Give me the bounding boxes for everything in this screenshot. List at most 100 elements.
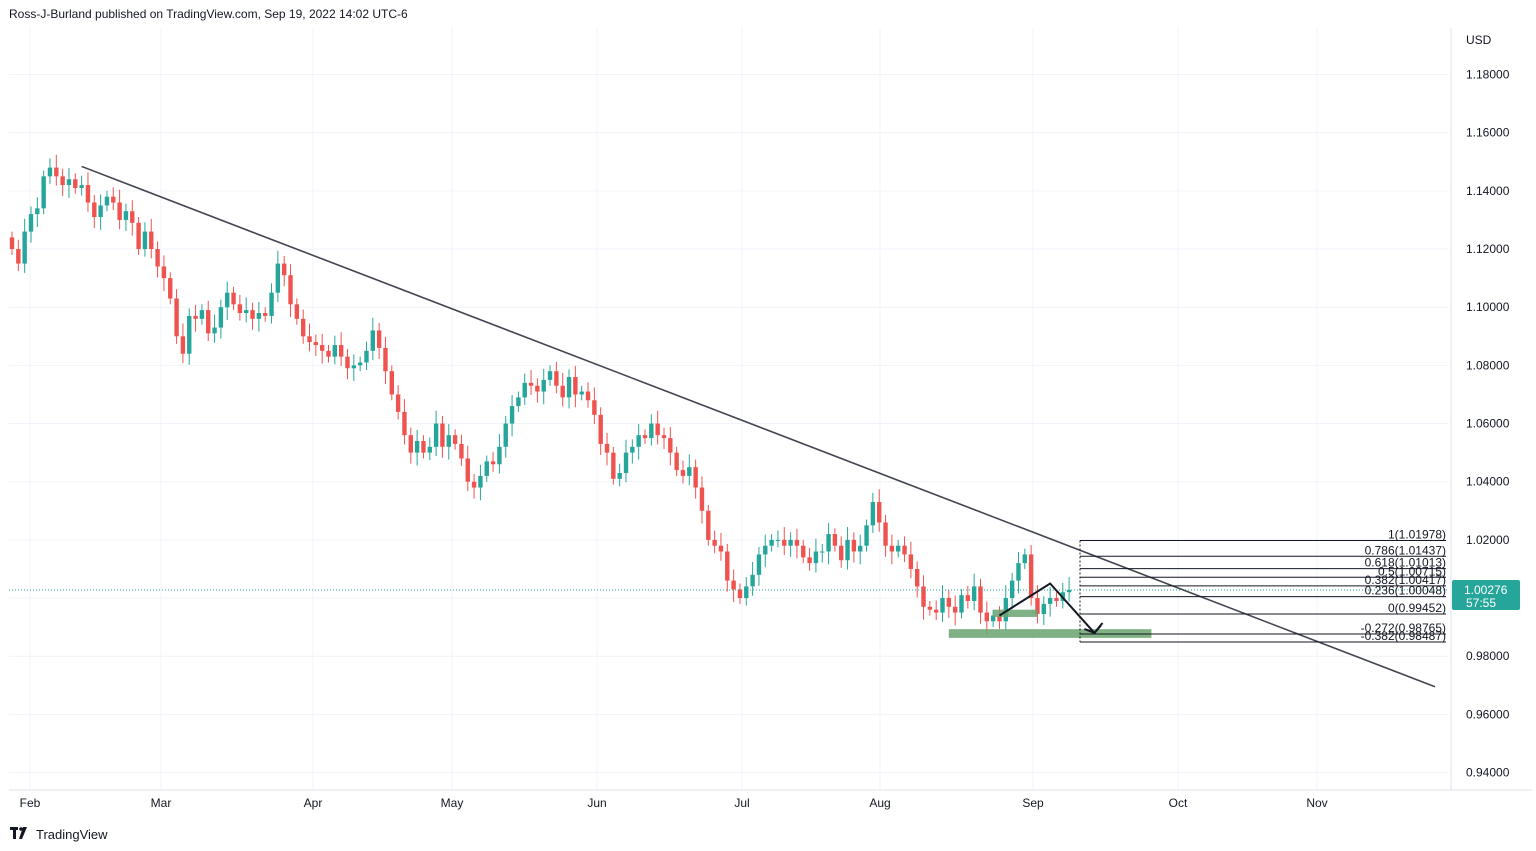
fib-level-label: 0(0.99452) <box>1388 601 1446 615</box>
y-tick-label: 1.04000 <box>1466 475 1510 489</box>
candle-body <box>883 522 888 546</box>
candle-body <box>490 461 496 465</box>
candle-body <box>313 342 319 346</box>
candle-body <box>123 211 129 220</box>
candle-body <box>155 249 160 267</box>
publish-info: Ross-J-Burland published on TradingView.… <box>9 7 408 21</box>
candle-body <box>161 266 167 279</box>
candle-body <box>585 391 591 401</box>
candle-body <box>630 446 635 453</box>
candle-body <box>440 423 445 447</box>
trendline <box>81 165 1436 688</box>
candle-body <box>642 435 648 439</box>
candle-body <box>427 446 432 453</box>
candle-body <box>699 487 705 511</box>
y-tick-label: 1.14000 <box>1466 184 1510 198</box>
candle-body <box>28 214 34 232</box>
x-tick-label: Jun <box>587 796 606 810</box>
candle-body <box>357 362 363 366</box>
candle-body <box>212 327 217 334</box>
candle-body <box>611 452 616 479</box>
candle-body <box>725 551 730 581</box>
candle-body <box>142 231 148 250</box>
candle-body <box>54 167 59 177</box>
candle-body <box>231 292 236 305</box>
candle-body <box>560 385 565 398</box>
candle-body <box>655 423 660 436</box>
last-price-badge <box>1452 580 1520 611</box>
candle-body <box>136 222 141 250</box>
candle-body <box>617 472 622 479</box>
candle-body <box>452 435 458 444</box>
candle-body <box>1003 598 1009 622</box>
tv-logo-icon <box>10 826 30 842</box>
candle-body <box>984 612 990 622</box>
bar-countdown: 57:55 <box>1466 596 1496 610</box>
target-zone <box>948 629 1152 638</box>
candle-body <box>737 589 743 599</box>
fib-level-label: 0.382(1.00417) <box>1365 573 1446 587</box>
candle-body <box>433 423 439 447</box>
y-tick-label: 1.10000 <box>1466 300 1510 314</box>
candle-body <box>484 461 489 476</box>
candle-body <box>965 595 971 601</box>
candle-body <box>503 423 508 447</box>
candle-body <box>408 435 413 453</box>
candle-body <box>364 350 369 363</box>
candle-body <box>978 586 983 613</box>
candle-body <box>680 470 686 476</box>
candle-body <box>218 307 224 328</box>
candle-body <box>782 539 787 546</box>
candle-body <box>275 263 281 293</box>
candle-body <box>877 502 882 523</box>
fib-level-label: 1(1.01978) <box>1388 528 1446 542</box>
y-tick-label: 0.98000 <box>1466 649 1510 663</box>
footer-brand[interactable]: TradingView <box>10 826 108 842</box>
candle-body <box>528 382 534 386</box>
candle-body <box>326 350 331 357</box>
candle-body <box>566 377 572 398</box>
candle-body <box>174 298 179 337</box>
candle-body <box>604 443 610 453</box>
candle-body <box>199 310 205 319</box>
candle-body <box>718 545 724 552</box>
candle-body <box>858 545 863 552</box>
projection-arrowhead <box>1084 622 1104 635</box>
candle-body <box>446 435 451 447</box>
candle-body <box>807 557 812 564</box>
candle-body <box>225 292 230 308</box>
candle-body <box>117 202 122 220</box>
candle-body <box>332 345 338 357</box>
candle-body <box>775 539 781 541</box>
candle-body <box>370 330 376 351</box>
candle-body <box>706 510 711 540</box>
candle-body <box>351 365 357 369</box>
candle-body <box>168 278 173 299</box>
candle-body <box>851 539 857 552</box>
candle-body <box>104 196 110 206</box>
y-tick-label: 0.94000 <box>1466 766 1510 780</box>
candle-body <box>554 371 559 386</box>
candle-body <box>661 435 667 439</box>
candle-body <box>788 539 793 546</box>
candle-body <box>130 211 135 223</box>
x-tick-label: Apr <box>304 796 323 810</box>
candle-body <box>516 397 521 407</box>
candle-body <box>180 336 186 354</box>
candle-body <box>1016 563 1021 581</box>
candle-body <box>845 539 850 561</box>
x-tick-label: Oct <box>1169 796 1188 810</box>
candle-body <box>250 310 255 319</box>
candle-body <box>535 385 540 392</box>
fib-level-label: 0.618(1.01013) <box>1365 556 1446 570</box>
candle-body <box>244 310 249 314</box>
last-price-value: 1.00276 <box>1464 583 1508 597</box>
candle-body <box>9 237 15 250</box>
candle-body <box>971 586 977 601</box>
candle-body <box>902 545 907 555</box>
y-tick-label: 1.02000 <box>1466 533 1510 547</box>
candle-body <box>294 304 300 319</box>
candle-body <box>541 379 546 392</box>
candle-body <box>668 438 673 453</box>
